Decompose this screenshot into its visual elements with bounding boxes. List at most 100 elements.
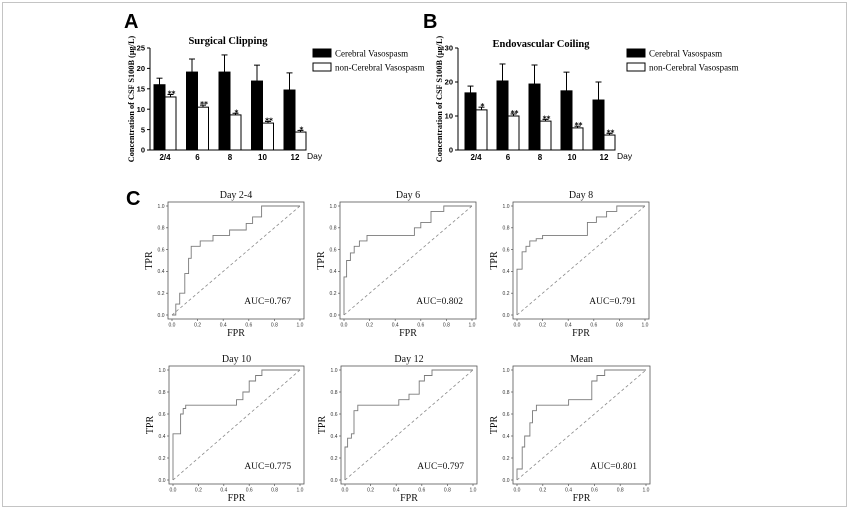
plot-frame xyxy=(340,365,478,485)
auc-annotation: AUC=0.791 xyxy=(589,297,636,307)
plot-frame xyxy=(339,201,477,320)
significance-marker: ** xyxy=(511,109,519,118)
legend-swatch-cerebral-vasospasm xyxy=(312,48,332,58)
bar-cerebral-vasospasm xyxy=(251,80,263,151)
roc-chart-day-6: 0.0 0.0 0.2 0.2 0.4 0.4 0.6 0.6 0.8 0.8 1.0 1.0 Day … xyxy=(316,190,477,339)
x-tick-label: 0.2 xyxy=(367,488,374,494)
x-axis-title: FPR xyxy=(572,328,590,339)
y-tick-label: 0.2 xyxy=(158,291,165,297)
bar-non-cerebral-vasospasm xyxy=(262,122,274,151)
chart-title: Mean xyxy=(570,354,593,365)
roc-chart-day-2-4: 0.0 0.0 0.2 0.2 0.4 0.4 0.6 0.6 0.8 0.8 1.0 1.0 Day … xyxy=(144,190,305,339)
x-tick-label: 0.4 xyxy=(565,323,572,329)
y-tick-label: 0.6 xyxy=(503,412,510,418)
y-tick-label: 1.0 xyxy=(158,204,165,210)
bar-cerebral-vasospasm xyxy=(186,71,198,151)
panel-label-b: B xyxy=(423,11,437,33)
bar-cerebral-vasospasm xyxy=(464,92,477,151)
significance-marker: ** xyxy=(265,116,273,125)
chart-title: Day 8 xyxy=(569,190,593,201)
bar-non-cerebral-vasospasm xyxy=(294,131,307,151)
bar-chart-endovascular-coiling: 0 10 20 30 2/4 * 6 ** 8 ** 10 ** 12 ** Endovascular Co… xyxy=(435,35,739,162)
roc-chart-day-12: 0.0 0.0 0.2 0.2 0.4 0.4 0.6 0.6 0.8 0.8 1.0 1.0 Day … xyxy=(317,354,478,504)
y-tick-label: 25 xyxy=(137,44,145,53)
x-axis-title: Day xyxy=(307,151,323,161)
x-tick-label: 1.0 xyxy=(297,323,304,329)
x-tick-label: 2/4 xyxy=(159,153,171,162)
y-tick-label: 10 xyxy=(137,105,145,114)
x-axis-title: FPR xyxy=(573,493,591,504)
reference-diagonal xyxy=(516,369,647,481)
x-tick-label: 1.0 xyxy=(643,488,650,494)
x-tick-label: 0.6 xyxy=(590,323,597,329)
y-tick-label: 0 xyxy=(141,146,145,155)
y-tick-label: 0.4 xyxy=(158,269,165,275)
x-tick-label: 0.2 xyxy=(539,488,546,494)
x-tick-label: 0.8 xyxy=(271,323,278,329)
y-tick-label: 1.0 xyxy=(159,368,166,374)
x-tick-label: 0.8 xyxy=(271,488,278,494)
bar-cerebral-vasospasm xyxy=(528,83,541,151)
x-axis-title: Day xyxy=(617,151,633,161)
plot-frame xyxy=(167,201,305,320)
x-tick-label: 0.4 xyxy=(392,323,399,329)
bar-non-cerebral-vasospasm xyxy=(603,134,616,151)
bar-non-cerebral-vasospasm xyxy=(539,120,552,151)
x-axis-title: FPR xyxy=(399,328,417,339)
x-tick-label: 10 xyxy=(568,153,577,162)
significance-marker: ** xyxy=(543,114,551,123)
chart-title: Day 10 xyxy=(222,354,251,365)
y-axis-title: TPR xyxy=(489,416,500,435)
chart-title: Endovascular Coiling xyxy=(493,39,591,50)
roc-curve xyxy=(516,369,646,480)
legend-label: non-Cerebral Vasospasm xyxy=(649,63,739,73)
x-tick-label: 8 xyxy=(228,153,233,162)
x-tick-label: 0.0 xyxy=(514,323,521,329)
bar-cerebral-vasospasm xyxy=(283,89,296,151)
y-tick-label: 0.4 xyxy=(503,269,510,275)
x-tick-label: 0.8 xyxy=(444,488,451,494)
y-tick-label: 0.2 xyxy=(503,456,510,462)
y-tick-label: 0 xyxy=(449,146,453,155)
y-tick-label: 0.2 xyxy=(331,456,338,462)
plot-frame xyxy=(512,201,650,320)
y-tick-label: 0.0 xyxy=(158,313,165,319)
auc-annotation: AUC=0.797 xyxy=(417,462,464,472)
x-tick-label: 0.4 xyxy=(393,488,400,494)
y-tick-label: 0.8 xyxy=(159,390,166,396)
bar-chart-surgical-clipping: 0 5 10 15 20 25 2/4 ** 6 ** 8 * 10 ** 12 * Surgical Clip… xyxy=(127,35,425,162)
y-tick-label: 0.4 xyxy=(159,434,166,440)
y-tick-label: 0.4 xyxy=(331,434,338,440)
y-tick-label: 30 xyxy=(445,44,453,53)
x-tick-label: 0.0 xyxy=(514,488,521,494)
y-tick-label: 5 xyxy=(141,125,145,134)
plot-frame xyxy=(512,365,651,485)
x-tick-label: 0.6 xyxy=(417,323,424,329)
y-tick-label: 0.2 xyxy=(159,456,166,462)
x-tick-label: 0.2 xyxy=(366,323,373,329)
y-tick-label: 0.6 xyxy=(159,412,166,418)
y-tick-label: 0.8 xyxy=(331,390,338,396)
x-tick-label: 0.4 xyxy=(220,323,227,329)
y-tick-label: 15 xyxy=(137,85,145,94)
x-tick-label: 0.0 xyxy=(170,488,177,494)
bar-non-cerebral-vasospasm xyxy=(197,106,209,151)
auc-annotation: AUC=0.802 xyxy=(416,297,463,307)
bar-non-cerebral-vasospasm xyxy=(571,127,584,151)
legend-label: Cerebral Vasospasm xyxy=(335,49,408,59)
bar-cerebral-vasospasm xyxy=(496,80,509,151)
bar-cerebral-vasospasm xyxy=(218,71,231,151)
bar-cerebral-vasospasm xyxy=(592,99,605,151)
significance-marker: ** xyxy=(575,121,583,130)
bar-non-cerebral-vasospasm xyxy=(164,96,177,151)
x-tick-label: 12 xyxy=(600,153,609,162)
x-axis-title: FPR xyxy=(228,493,246,504)
reference-diagonal xyxy=(344,369,474,481)
reference-diagonal xyxy=(343,205,473,316)
significance-marker: ** xyxy=(200,100,208,109)
x-tick-label: 8 xyxy=(538,153,543,162)
chart-title: Day 6 xyxy=(396,190,420,201)
y-tick-label: 20 xyxy=(445,78,453,87)
y-tick-label: 0.8 xyxy=(330,226,337,232)
